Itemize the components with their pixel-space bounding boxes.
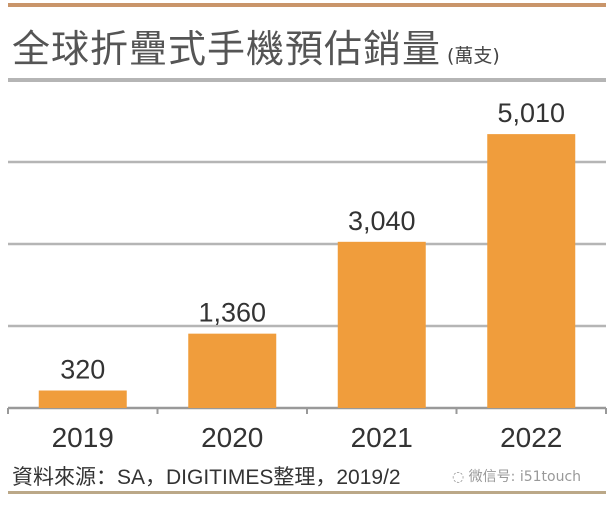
data-label: 1,360 bbox=[198, 298, 266, 328]
wechat-icon: ◌ bbox=[452, 469, 469, 485]
watermark-text: 微信号: i51touch bbox=[468, 469, 582, 485]
bar-2021 bbox=[337, 241, 426, 408]
x-tick-label: 2021 bbox=[351, 422, 413, 453]
data-label: 3,040 bbox=[348, 206, 416, 236]
bottom-rule bbox=[8, 491, 606, 494]
bar-2019 bbox=[38, 390, 127, 408]
watermark: ◌ 微信号: i51touch bbox=[452, 466, 581, 486]
chart-title: 全球折疊式手機預估銷量 (萬支) bbox=[12, 18, 500, 73]
x-tick-label: 2020 bbox=[201, 422, 263, 453]
bar-2022 bbox=[487, 134, 576, 408]
x-tick-label: 2022 bbox=[500, 422, 562, 453]
x-tick-label: 2019 bbox=[52, 422, 114, 453]
top-rule bbox=[8, 3, 606, 7]
title-text: 全球折疊式手機預估銷量 bbox=[12, 27, 442, 71]
unit-label: (萬支) bbox=[447, 45, 500, 67]
source-note: 資料來源：SA，DIGITIMES整理，2019/2 bbox=[12, 466, 401, 489]
data-label: 320 bbox=[60, 355, 105, 385]
bar-2020 bbox=[188, 333, 277, 408]
data-label: 5,010 bbox=[497, 98, 565, 128]
